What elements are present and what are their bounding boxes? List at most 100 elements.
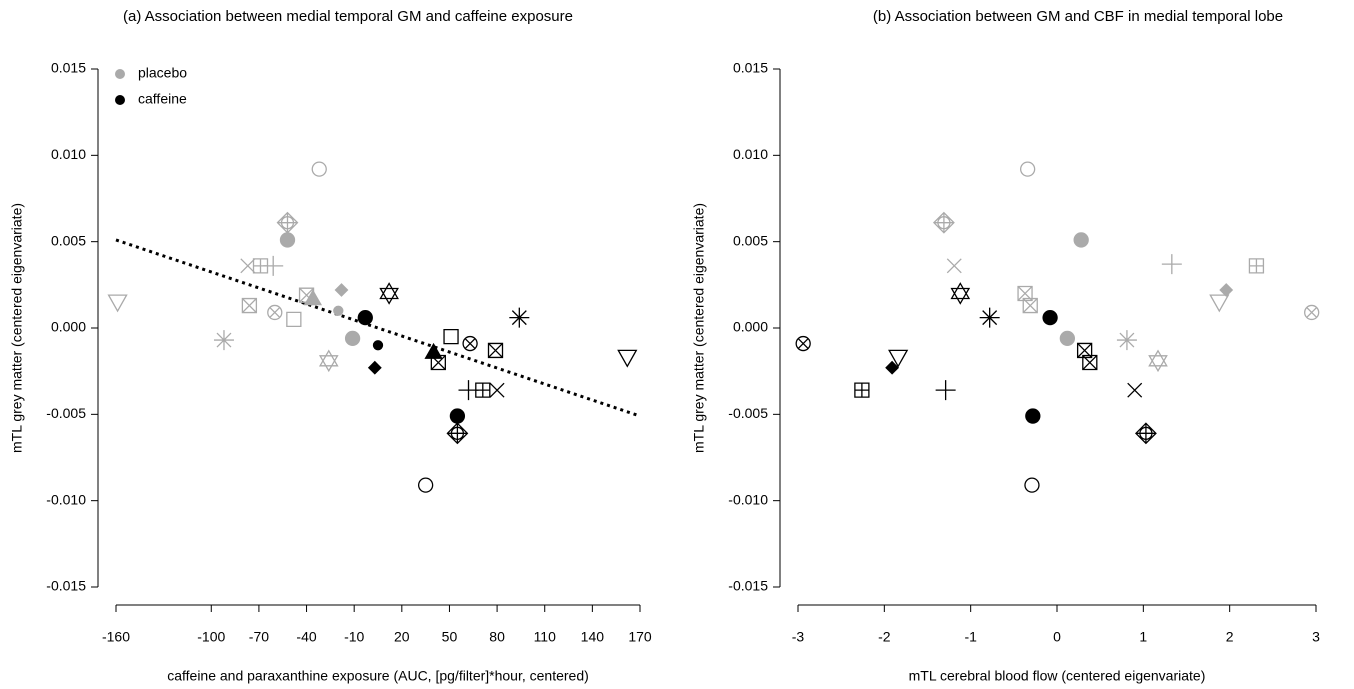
legend-label: caffeine — [138, 91, 187, 107]
y-tick-label: 0.015 — [733, 60, 768, 76]
point — [979, 307, 1000, 328]
y-tick-label: -0.015 — [728, 578, 768, 594]
point — [446, 422, 469, 445]
point — [334, 283, 349, 297]
point — [946, 258, 962, 274]
x-tick-label: 1 — [1139, 629, 1147, 645]
x-tick-label: 110 — [534, 629, 557, 645]
x-tick-label: 2 — [1226, 629, 1234, 645]
y-tick-label: -0.015 — [46, 578, 86, 594]
point — [1304, 304, 1320, 321]
point — [1209, 294, 1230, 313]
legend-label: placebo — [138, 65, 187, 81]
x-tick-label: 80 — [489, 629, 505, 645]
point — [311, 161, 327, 177]
x-tick-label: -1 — [964, 629, 977, 645]
fit-line — [115, 238, 641, 418]
point — [1082, 354, 1098, 371]
point — [1135, 422, 1157, 445]
x-axis-label: caffeine and paraxanthine exposure (AUC,… — [167, 668, 589, 684]
legend-marker — [115, 69, 125, 79]
legend-marker — [115, 95, 125, 105]
y-tick-label: 0.010 — [51, 146, 86, 162]
y-axis-label: mTL grey matter (centered eigenvariate) — [691, 203, 707, 453]
x-tick-label: 0 — [1053, 629, 1061, 645]
point — [1219, 283, 1234, 297]
point — [1127, 382, 1143, 398]
point — [487, 342, 504, 359]
x-tick-label: 140 — [581, 629, 605, 645]
point — [1148, 349, 1168, 373]
point — [240, 258, 256, 274]
point — [885, 360, 900, 375]
point — [367, 360, 382, 375]
y-tick-label: 0.000 — [51, 319, 86, 335]
x-tick-label: -2 — [878, 629, 891, 645]
x-tick-label: 3 — [1312, 629, 1320, 645]
point — [1116, 330, 1137, 351]
chart-title: (b) Association between GM and CBF in me… — [873, 8, 1283, 25]
point — [1073, 232, 1089, 248]
point — [1024, 477, 1040, 493]
point — [1025, 408, 1041, 424]
y-tick-label: 0.000 — [733, 319, 768, 335]
point — [279, 232, 296, 248]
x-tick-label: -100 — [197, 629, 225, 645]
y-tick-label: 0.015 — [51, 60, 86, 76]
point — [267, 304, 283, 321]
panel: (b) Association between GM and CBF in me… — [691, 8, 1320, 684]
point — [1248, 258, 1265, 274]
point — [1019, 161, 1036, 177]
point — [1022, 297, 1038, 314]
chart-title: (a) Association between medial temporal … — [123, 8, 573, 25]
point — [854, 382, 870, 398]
point — [888, 349, 909, 368]
y-tick-label: 0.010 — [733, 146, 768, 162]
point — [1042, 309, 1058, 326]
point — [475, 382, 491, 398]
x-tick-label: -40 — [296, 629, 316, 645]
point — [263, 255, 284, 276]
point — [1161, 254, 1182, 275]
y-tick-label: 0.005 — [51, 232, 86, 248]
point — [489, 382, 505, 398]
point — [357, 309, 373, 326]
point — [379, 282, 399, 305]
point — [318, 349, 339, 373]
point — [950, 282, 971, 305]
y-axis-label: mTL grey matter (centered eigenvariate) — [9, 203, 25, 453]
x-tick-label: 20 — [394, 629, 410, 645]
x-tick-label: 50 — [442, 629, 458, 645]
point — [449, 408, 466, 424]
point — [443, 328, 459, 345]
panel: (a) Association between medial temporal … — [9, 8, 652, 684]
point — [1059, 330, 1076, 347]
point — [213, 330, 234, 351]
point — [333, 305, 344, 316]
x-axis-label: mTL cerebral blood flow (centered eigenv… — [909, 668, 1206, 684]
point — [932, 211, 955, 234]
x-tick-label: 170 — [628, 629, 652, 645]
point — [107, 294, 128, 313]
point — [795, 335, 811, 352]
y-tick-label: -0.005 — [728, 405, 768, 421]
point — [617, 349, 638, 368]
x-tick-label: -160 — [102, 629, 130, 645]
point — [303, 289, 323, 306]
point — [430, 354, 446, 371]
x-tick-label: -3 — [792, 629, 805, 645]
point — [344, 330, 361, 347]
point — [509, 307, 530, 328]
point — [935, 380, 956, 401]
x-tick-label: -70 — [249, 629, 269, 645]
y-tick-label: -0.010 — [728, 491, 768, 507]
y-tick-label: 0.005 — [733, 232, 768, 248]
y-tick-label: -0.010 — [46, 491, 86, 507]
y-tick-label: -0.005 — [46, 405, 86, 421]
point — [462, 335, 478, 352]
point — [286, 311, 302, 328]
point — [276, 211, 299, 234]
point — [372, 340, 384, 351]
